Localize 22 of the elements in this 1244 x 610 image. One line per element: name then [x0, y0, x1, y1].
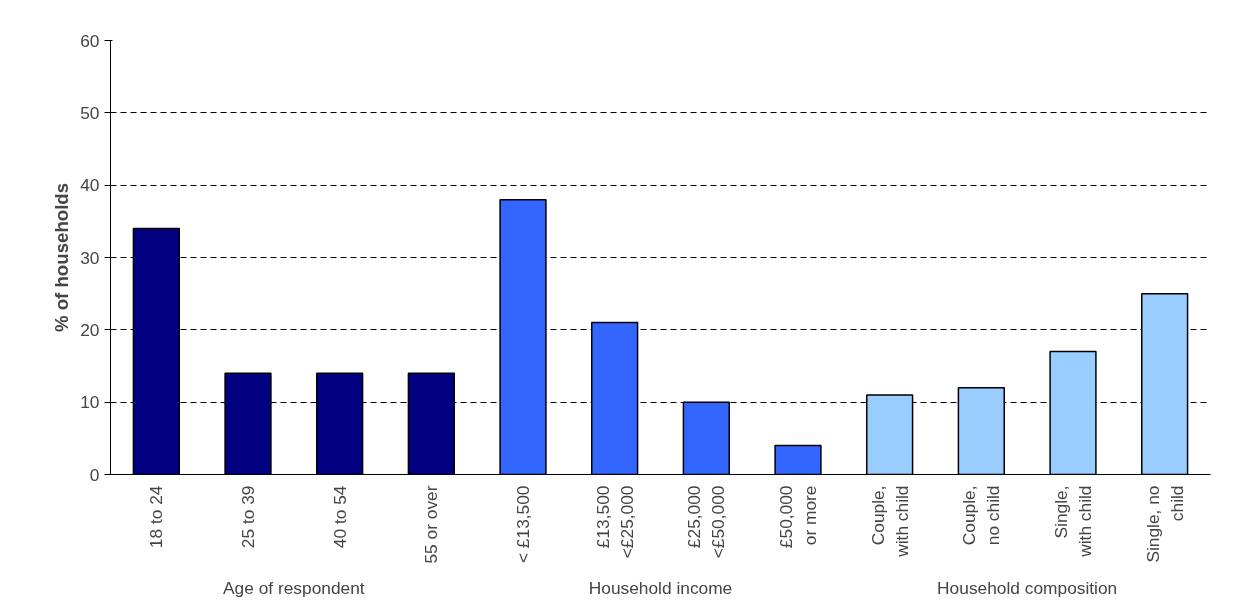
- x-tick-label: 55 or over: [421, 485, 442, 564]
- y-tick-label: 20: [80, 319, 100, 340]
- y-tick-label: 30: [80, 247, 100, 268]
- text: Household composition: [937, 577, 1118, 598]
- y-axis-title: % of households: [51, 182, 73, 333]
- x-tick-label: £13,500 <£25,000: [592, 485, 637, 559]
- x-tick-label: Couple, no child: [959, 485, 1004, 546]
- x-tick-label: 40 to 54: [329, 485, 350, 549]
- x-tick-label: £25,000 <£50,000: [684, 485, 729, 559]
- y-tick-label: 10: [80, 392, 100, 413]
- y-tick-label: 0: [89, 464, 100, 485]
- text: Household income: [588, 577, 733, 598]
- x-tick-label: Single, no child: [1142, 485, 1187, 563]
- x-tick-label: 18 to 24: [146, 485, 167, 549]
- x-tick-label: 25 to 39: [238, 485, 258, 549]
- x-tick-label: £50,000 or more: [776, 485, 820, 549]
- y-tick-label: 40: [80, 175, 100, 196]
- x-tick-label: < £13,500: [513, 485, 533, 564]
- x-tick-label: Couple, with child: [867, 485, 912, 558]
- text: Age of respondent: [223, 577, 365, 598]
- y-tick-label: 60: [80, 30, 100, 51]
- y-tick-label: 50: [80, 102, 100, 123]
